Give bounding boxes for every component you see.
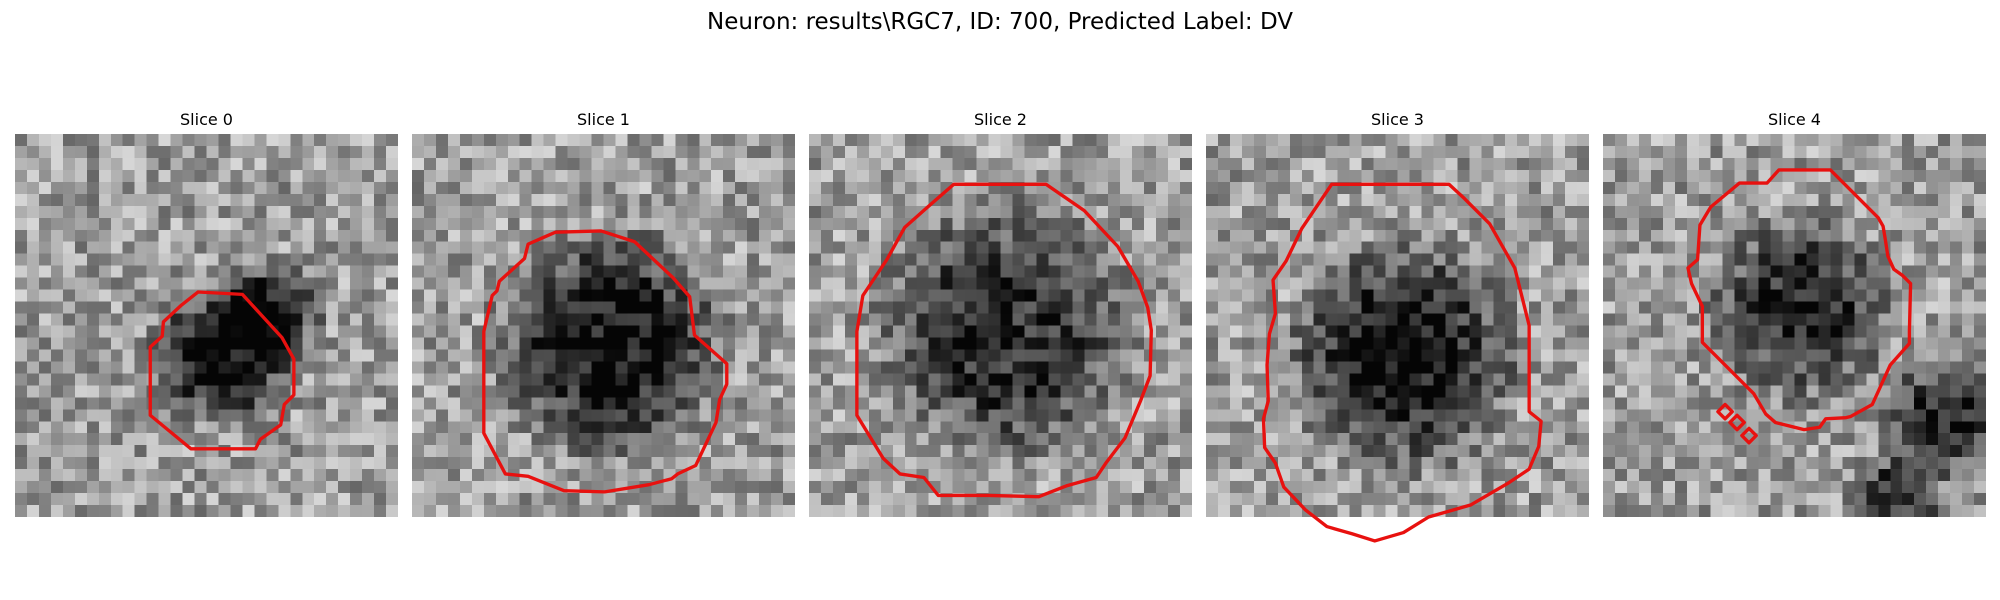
slice-1-title: Slice 1 [577, 110, 630, 129]
slice-1-roi-outline [482, 229, 729, 494]
slice-1-contour [482, 229, 729, 494]
slice-2-title: Slice 2 [974, 110, 1027, 129]
slice-2-roi-outline [855, 182, 1153, 499]
slice-0-contour [148, 290, 296, 451]
slice-2-image [809, 134, 1192, 517]
slice-1-image [412, 134, 795, 517]
slice-3-title: Slice 3 [1371, 110, 1424, 129]
slice-0-image [15, 134, 398, 517]
slice-2-contour [855, 182, 1153, 499]
slice-4-roi-outline [1686, 168, 1913, 432]
slice-4-image [1603, 134, 1986, 517]
slice-4-contour [1686, 168, 1913, 445]
figure-title: Neuron: results\RGC7, ID: 700, Predicted… [706, 9, 1294, 35]
slice-3-roi-outline [1261, 182, 1543, 543]
slice-4-title: Slice 4 [1768, 110, 1821, 129]
slice-0-roi-outline [148, 290, 296, 451]
slice-4-small-marker-3 [1740, 426, 1758, 445]
slice-4-small-marker-1 [1716, 402, 1734, 421]
slice-0-title: Slice 0 [180, 110, 233, 129]
slice-3-contour [1261, 182, 1543, 543]
slice-4-small-marker-2 [1728, 413, 1746, 432]
